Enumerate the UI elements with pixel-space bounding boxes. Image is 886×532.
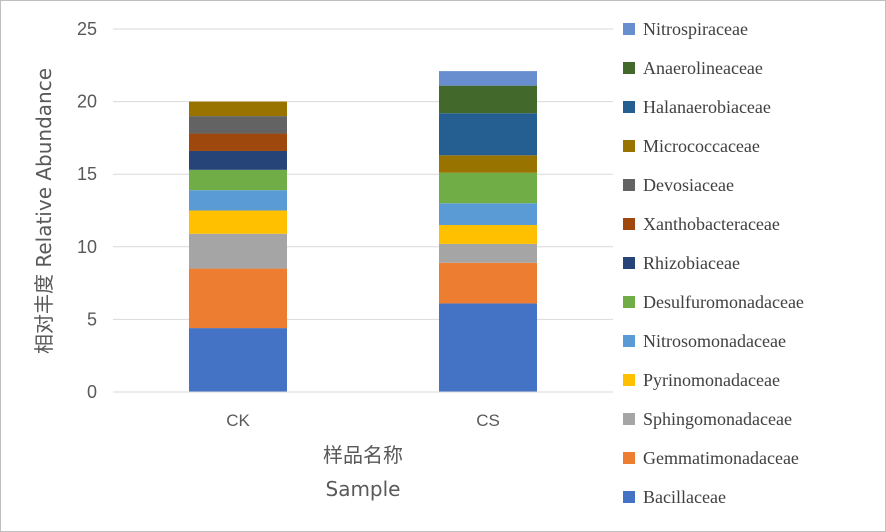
y-tick-label: 10	[77, 237, 97, 257]
bar-segment-cs-desulfuromonadaceae	[439, 172, 537, 204]
bar-segment-cs-halanaerobiaceae	[439, 113, 537, 156]
bar-segment-cs-micrococcaceae	[439, 155, 537, 173]
legend-label: Halanaerobiaceae	[643, 97, 771, 117]
bar-segment-ck-pyrinomonadaceae	[189, 210, 287, 234]
bar-segment-ck-bacillaceae	[189, 328, 287, 392]
legend-swatch	[623, 257, 635, 269]
bar-segment-ck-micrococcaceae	[189, 101, 287, 117]
legend-label: Rhizobiaceae	[643, 253, 740, 273]
bar-segment-cs-sphingomonadaceae	[439, 243, 537, 263]
bar-segment-cs-nitrospiraceae	[439, 71, 537, 86]
legend-label: Nitrospiraceae	[643, 19, 748, 39]
legend-label: Nitrosomonadaceae	[643, 331, 786, 351]
legend-label: Xanthobacteraceae	[643, 214, 780, 234]
legend-label: Gemmatimonadaceae	[643, 448, 799, 468]
x-tick-label: CS	[476, 411, 500, 430]
bar-segment-ck-sphingomonadaceae	[189, 233, 287, 269]
y-tick-label: 25	[77, 19, 97, 39]
bar-segment-cs-anaerolineaceae	[439, 85, 537, 114]
legend-swatch	[623, 452, 635, 464]
y-axis-title: 相对丰度 Relative Abundance	[32, 68, 56, 354]
legend-swatch	[623, 335, 635, 347]
y-tick-label: 15	[77, 164, 97, 184]
bar-segment-cs-gemmatimonadaceae	[439, 262, 537, 304]
bar-segment-cs-nitrosomonadaceae	[439, 203, 537, 226]
bar-segment-ck-devosiaceae	[189, 116, 287, 134]
legend-swatch	[623, 101, 635, 113]
legend-label: Anaerolineaceae	[643, 58, 763, 78]
legend-label: Desulfuromonadaceae	[643, 292, 804, 312]
bar-segment-cs-pyrinomonadaceae	[439, 225, 537, 244]
bar-segment-ck-xanthobacteraceae	[189, 133, 287, 151]
legend-swatch	[623, 140, 635, 152]
legend-label: Micrococcaceae	[643, 136, 760, 156]
legend-swatch	[623, 413, 635, 425]
bar-segment-ck-nitrosomonadaceae	[189, 190, 287, 211]
x-tick-label: CK	[226, 411, 250, 430]
bar-segment-cs-bacillaceae	[439, 303, 537, 392]
legend-swatch	[623, 218, 635, 230]
gridlines	[113, 28, 613, 320]
legend-swatch	[623, 374, 635, 386]
bar-segment-ck-rhizobiaceae	[189, 150, 287, 170]
legend-label: Pyrinomonadaceae	[643, 370, 780, 390]
legend-swatch	[623, 179, 635, 191]
x-axis-title-en: Sample	[326, 477, 401, 501]
x-axis-title-cn: 样品名称	[323, 443, 403, 467]
y-axis-ticks: 0 5 10 15 20 25	[77, 19, 97, 402]
bar-stacks	[189, 71, 537, 392]
legend: Nitrospiraceae Anaerolineaceae Halanaerobi…	[623, 19, 804, 507]
x-axis-categories: CK CS	[226, 411, 500, 430]
legend-label: Bacillaceae	[643, 487, 726, 507]
bar-segment-ck-desulfuromonadaceae	[189, 169, 287, 191]
bar-segment-ck-gemmatimonadaceae	[189, 268, 287, 329]
legend-swatch	[623, 62, 635, 74]
legend-swatch	[623, 296, 635, 308]
y-tick-label: 20	[77, 92, 97, 112]
legend-swatch	[623, 23, 635, 35]
y-tick-label: 0	[87, 382, 97, 402]
y-tick-label: 5	[87, 309, 97, 329]
legend-label: Devosiaceae	[643, 175, 734, 195]
legend-swatch	[623, 491, 635, 503]
legend-label: Sphingomonadaceae	[643, 409, 792, 429]
